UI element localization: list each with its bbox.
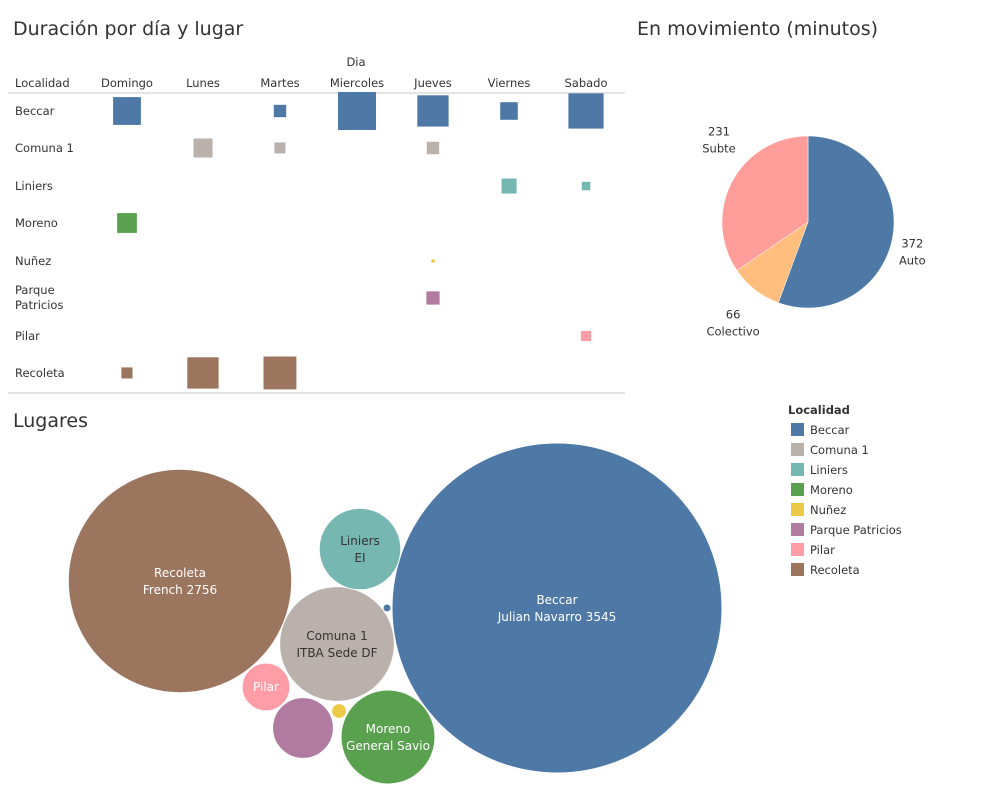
legend-item-label[interactable]: Comuna 1 xyxy=(810,443,869,457)
bubble[interactable] xyxy=(67,468,293,694)
bubble-localidad-label: Beccar xyxy=(536,593,577,607)
legend-item-label[interactable]: Liniers xyxy=(810,463,848,477)
legend-item-label[interactable]: Pilar xyxy=(810,543,835,557)
bubble-localidad-label: Pilar xyxy=(253,680,279,694)
bubble[interactable] xyxy=(340,689,436,785)
bubble-lugar-label: EI xyxy=(354,551,365,565)
bubble-localidad-label: Liniers xyxy=(340,534,380,548)
heatmap-row-label: Pilar xyxy=(15,329,40,343)
legend-swatch xyxy=(791,563,804,576)
pie-slice[interactable] xyxy=(721,135,809,271)
legend-swatch xyxy=(791,463,804,476)
pie-slice[interactable] xyxy=(778,135,895,309)
bubble[interactable] xyxy=(241,662,291,712)
heatmap-row-label: Moreno xyxy=(15,216,58,230)
heatmap-row-label: Comuna 1 xyxy=(15,141,74,155)
heatmap-col-label: Lunes xyxy=(186,76,220,90)
legend-title: Localidad xyxy=(788,403,850,417)
heatmap-cell[interactable] xyxy=(568,93,604,129)
pie-chart: En movimiento (minutos) 372 Auto 66 Colecti… xyxy=(637,18,926,338)
heatmap-row-label: Recoleta xyxy=(15,366,65,380)
legend-item-label[interactable]: Moreno xyxy=(810,483,853,497)
legend-swatch xyxy=(791,443,804,456)
heatmap-row-label: Parque Patricios xyxy=(15,283,63,312)
bubble-localidad-label: Recoleta xyxy=(154,566,206,580)
heatmap-row-label: Beccar xyxy=(15,104,55,118)
heatmap-cell[interactable] xyxy=(263,356,297,390)
bubble-title: Lugares xyxy=(13,410,88,432)
heatmap-cell[interactable] xyxy=(426,291,440,305)
bubble[interactable] xyxy=(279,586,395,702)
bubble-lugar-label: Julian Navarro 3545 xyxy=(497,610,616,624)
bubble[interactable] xyxy=(382,603,392,613)
heatmap-row-label: Liniers xyxy=(15,179,53,193)
heatmap-cell[interactable] xyxy=(501,178,517,194)
bubble-lugar-label: French 2756 xyxy=(143,583,217,597)
legend-swatch xyxy=(791,423,804,436)
bubble-lugar-label: General Savio xyxy=(346,739,430,753)
heatmap-chart: Duración por día y lugar Dia Localidad D… xyxy=(8,18,625,394)
legend: Localidad Beccar Comuna 1 Liniers Moreno Nuñ… xyxy=(788,403,902,577)
bubble[interactable] xyxy=(331,703,347,719)
pie-category-label: Colectivo xyxy=(706,324,759,338)
bubble-localidad-label: Comuna 1 xyxy=(306,629,367,643)
heatmap-cell[interactable] xyxy=(273,104,287,118)
bubble-lugar-label: ITBA Sede DF xyxy=(296,646,377,660)
heatmap-col-label: Martes xyxy=(260,76,299,90)
legend-swatch xyxy=(791,543,804,556)
legend-swatch xyxy=(791,523,804,536)
bubble[interactable] xyxy=(318,507,402,591)
heatmap-cell[interactable] xyxy=(274,142,286,154)
heatmap-cell[interactable] xyxy=(121,367,133,379)
heatmap-col-header: Dia xyxy=(346,55,365,69)
pie-category-label: Auto xyxy=(899,254,926,268)
heatmap-cell[interactable] xyxy=(431,259,435,263)
heatmap-col-label: Viernes xyxy=(488,76,531,90)
heatmap-cell[interactable] xyxy=(117,213,137,233)
heatmap-col-label: Miercoles xyxy=(330,76,384,90)
heatmap-cell[interactable] xyxy=(580,330,592,342)
pie-title: En movimiento (minutos) xyxy=(637,18,878,40)
heatmap-cell[interactable] xyxy=(113,97,141,125)
heatmap-col-label: Domingo xyxy=(101,76,153,90)
heatmap-cell[interactable] xyxy=(193,138,213,158)
legend-swatch xyxy=(791,483,804,496)
legend-item-label[interactable]: Beccar xyxy=(810,423,850,437)
pie-value-label: 66 xyxy=(726,307,741,321)
heatmap-row-header: Localidad xyxy=(15,76,70,90)
heatmap-cell[interactable] xyxy=(338,92,376,130)
heatmap-cell[interactable] xyxy=(187,357,219,389)
bubble-localidad-label: Moreno xyxy=(366,722,411,736)
legend-item-label[interactable]: Parque Patricios xyxy=(810,523,902,537)
legend-swatch xyxy=(791,503,804,516)
heatmap-col-label: Jueves xyxy=(413,76,452,90)
heatmap-title: Duración por día y lugar xyxy=(13,18,243,40)
bubble[interactable] xyxy=(391,442,723,774)
bubble-chart: Lugares Beccar Julian Navarro 3545 Recolet… xyxy=(13,410,723,785)
legend-item-label[interactable]: Nuñez xyxy=(810,503,846,517)
pie-value-label: 372 xyxy=(901,237,923,251)
heatmap-row-label: Nuñez xyxy=(15,254,51,268)
heatmap-cell[interactable] xyxy=(500,102,518,120)
bubble[interactable] xyxy=(272,697,334,759)
heatmap-cell[interactable] xyxy=(426,141,440,155)
heatmap-cell[interactable] xyxy=(581,181,591,191)
pie-value-label: 231 xyxy=(708,125,730,139)
heatmap-cell[interactable] xyxy=(417,95,449,127)
pie-category-label: Subte xyxy=(702,142,735,156)
legend-item-label[interactable]: Recoleta xyxy=(810,563,860,577)
heatmap-col-label: Sabado xyxy=(564,76,607,90)
